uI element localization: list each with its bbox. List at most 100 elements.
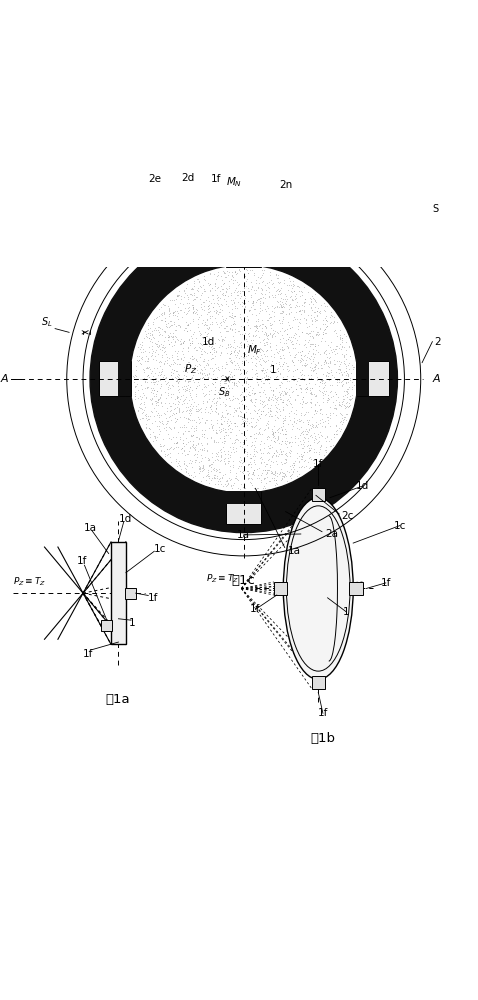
Point	[304, 430, 312, 446]
Point	[225, 443, 232, 459]
Point	[273, 344, 281, 360]
Point	[374, 376, 381, 392]
Point	[203, 443, 211, 459]
Point	[167, 454, 174, 470]
Point	[140, 387, 148, 403]
Point	[249, 340, 257, 356]
Point	[288, 336, 295, 352]
Point	[222, 446, 229, 462]
Point	[131, 386, 139, 402]
Point	[206, 344, 213, 360]
Point	[261, 478, 268, 494]
Point	[274, 448, 282, 464]
Point	[327, 334, 335, 350]
Point	[206, 457, 214, 473]
Point	[165, 300, 173, 316]
Point	[301, 453, 308, 469]
Point	[138, 337, 145, 353]
Point	[313, 326, 321, 342]
Point	[165, 301, 173, 317]
Point	[253, 484, 261, 500]
Point	[191, 305, 198, 321]
Point	[270, 425, 277, 441]
Point	[346, 388, 354, 404]
Point	[185, 465, 192, 481]
Point	[154, 322, 162, 338]
Point	[243, 273, 250, 289]
Point	[102, 366, 110, 382]
Point	[260, 440, 268, 456]
Point	[223, 254, 231, 270]
Point	[281, 426, 289, 442]
Point	[218, 302, 226, 318]
Point	[216, 301, 224, 317]
Point	[193, 362, 200, 378]
Point	[256, 293, 264, 309]
Point	[136, 388, 144, 404]
Bar	[99, 361, 131, 396]
Point	[338, 378, 346, 394]
Point	[297, 384, 304, 400]
Point	[340, 397, 348, 413]
Point	[266, 309, 274, 325]
Point	[157, 442, 165, 458]
Point	[145, 330, 152, 346]
Point	[272, 442, 280, 458]
Point	[276, 305, 284, 321]
Point	[261, 462, 269, 478]
Point	[182, 320, 189, 336]
Point	[341, 409, 349, 425]
Point	[177, 388, 185, 404]
Point	[283, 392, 291, 408]
Point	[229, 256, 237, 272]
Point	[249, 505, 257, 521]
Point	[250, 242, 258, 258]
Point	[287, 438, 295, 454]
Point	[229, 453, 237, 469]
Point	[247, 428, 254, 444]
Point	[112, 382, 120, 398]
Point	[177, 302, 185, 318]
Point	[116, 358, 124, 374]
Point	[247, 393, 254, 409]
Point	[260, 262, 268, 278]
Point	[222, 340, 230, 356]
Point	[187, 420, 195, 436]
Point	[192, 420, 199, 436]
Point	[356, 354, 363, 370]
Point	[298, 396, 305, 412]
Point	[157, 336, 164, 352]
Point	[252, 313, 260, 329]
Point	[321, 316, 329, 332]
Point	[187, 281, 195, 297]
Point	[335, 396, 343, 412]
Point	[293, 387, 301, 403]
Point	[301, 294, 309, 310]
Point	[188, 453, 196, 469]
Point	[261, 386, 269, 402]
Point	[246, 253, 254, 269]
Point	[212, 310, 219, 326]
Point	[221, 387, 229, 403]
Point	[98, 366, 106, 382]
Point	[232, 241, 239, 257]
Point	[146, 333, 154, 349]
Point	[109, 384, 117, 400]
Point	[264, 300, 272, 316]
Point	[170, 362, 178, 378]
Point	[185, 302, 193, 318]
Point	[138, 381, 145, 397]
Point	[227, 271, 235, 287]
Point	[338, 410, 346, 426]
Point	[169, 441, 177, 457]
Point	[252, 232, 260, 248]
Point	[273, 476, 281, 492]
Point	[236, 246, 243, 262]
Point	[356, 381, 363, 397]
Point	[289, 312, 296, 328]
Point	[303, 438, 311, 454]
Point	[218, 470, 226, 486]
Point	[271, 430, 278, 446]
Point	[277, 464, 284, 480]
Point	[240, 409, 248, 425]
